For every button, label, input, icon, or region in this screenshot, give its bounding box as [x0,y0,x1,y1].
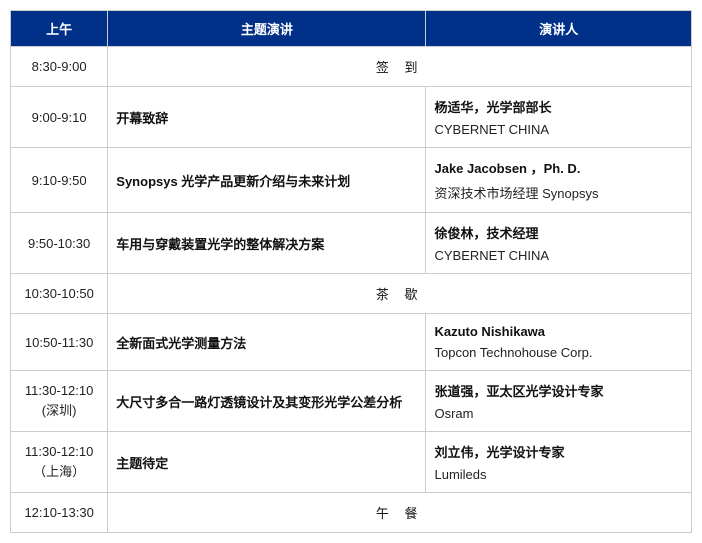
cell-time: 9:10-9:50 [11,148,108,213]
speaker-org: Lumileds [434,467,683,482]
cell-spanned: 茶 歇 [108,274,692,314]
speaker-org: Osram [434,406,683,421]
cell-speaker: 杨适华，光学部部长 CYBERNET CHINA [426,87,692,148]
cell-topic: 主题待定 [108,432,426,493]
cell-speaker: Jake Jacobsen ，Ph. D. 资深技术市场经理 Synopsys [426,148,692,213]
speaker-name: Kazuto Nishikawa [434,324,545,339]
cell-speaker: Kazuto Nishikawa Topcon Technohouse Corp. [426,314,692,371]
cell-time: 9:50-10:30 [11,213,108,274]
table-row: 11:30-12:10（上海）主题待定刘立伟，光学设计专家 Lumileds [11,432,692,493]
cell-time: 12:10-13:30 [11,493,108,533]
table-row: 10:50-11:30全新面式光学测量方法 Kazuto Nishikawa Top… [11,314,692,371]
cell-time-sub: （上海） [19,461,99,480]
table-row: 9:50-10:30车用与穿戴装置光学的整体解决方案徐俊林，技术经理 CYBERN… [11,213,692,274]
table-body: 8:30-9:00签 到9:00-9:10开幕致辞杨适华，光学部部长 CYBERN… [11,47,692,533]
cell-time: 11:30-12:10(深圳) [11,371,108,432]
table-row: 10:30-10:50茶 歇 [11,274,692,314]
table-header-row: 上午 主题演讲 演讲人 [11,11,692,47]
speaker-name: Jake Jacobsen ，Ph. D. [434,161,580,176]
cell-spanned: 签 到 [108,47,692,87]
cell-time: 8:30-9:00 [11,47,108,87]
cell-time: 9:00-9:10 [11,87,108,148]
cell-topic: 大尺寸多合一路灯透镜设计及其变形光学公差分析 [108,371,426,432]
table-row: 11:30-12:10(深圳)大尺寸多合一路灯透镜设计及其变形光学公差分析张道强… [11,371,692,432]
cell-speaker: 张道强，亚太区光学设计专家 Osram [426,371,692,432]
speaker-org: CYBERNET CHINA [434,248,683,263]
speaker-org: 资深技术市场经理 Synopsys [434,183,683,202]
cell-speaker: 刘立伟，光学设计专家 Lumileds [426,432,692,493]
speaker-org: Topcon Technohouse Corp. [434,345,683,360]
schedule-table: 上午 主题演讲 演讲人 8:30-9:00签 到9:00-9:10开幕致辞杨适华… [10,10,692,533]
header-topic: 主题演讲 [108,11,426,47]
cell-time: 11:30-12:10（上海） [11,432,108,493]
table-row: 12:10-13:30午 餐 [11,493,692,533]
speaker-org: CYBERNET CHINA [434,122,683,137]
cell-time: 10:30-10:50 [11,274,108,314]
cell-speaker: 徐俊林，技术经理 CYBERNET CHINA [426,213,692,274]
table-row: 8:30-9:00签 到 [11,47,692,87]
cell-topic: 全新面式光学测量方法 [108,314,426,371]
speaker-name: 张道强，亚太区光学设计专家 [434,384,603,399]
cell-time-sub: (深圳) [19,400,99,419]
header-time: 上午 [11,11,108,47]
cell-topic: 车用与穿戴装置光学的整体解决方案 [108,213,426,274]
table-row: 9:00-9:10开幕致辞杨适华，光学部部长 CYBERNET CHINA [11,87,692,148]
cell-time: 10:50-11:30 [11,314,108,371]
speaker-name: 徐俊林，技术经理 [434,226,538,241]
cell-topic: Synopsys 光学产品更新介绍与未来计划 [108,148,426,213]
cell-topic: 开幕致辞 [108,87,426,148]
header-speaker: 演讲人 [426,11,692,47]
cell-spanned: 午 餐 [108,493,692,533]
speaker-name: 刘立伟，光学设计专家 [434,445,564,460]
speaker-name: 杨适华，光学部部长 [434,100,551,115]
table-row: 9:10-9:50Synopsys 光学产品更新介绍与未来计划Jake Jaco… [11,148,692,213]
